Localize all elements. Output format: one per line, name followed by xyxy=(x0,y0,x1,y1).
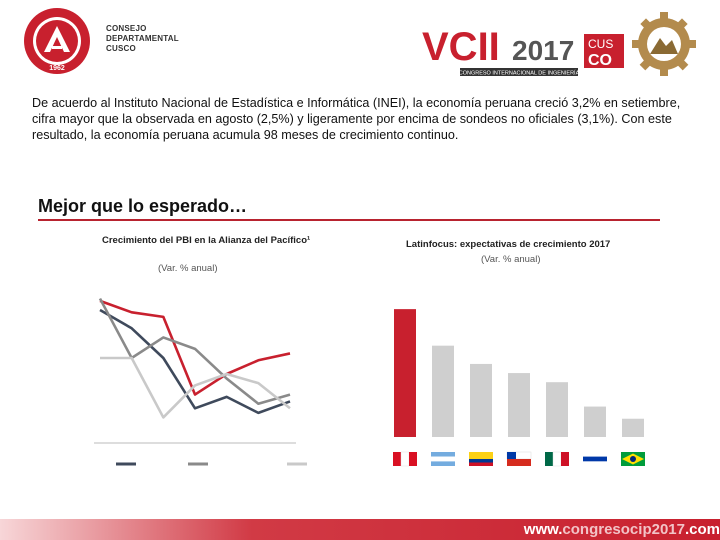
org-line: CUSCO xyxy=(106,44,136,53)
org-line: DEPARTAMENTAL xyxy=(106,34,179,43)
line-chart-title: Crecimiento del PBI en la Alianza del Pa… xyxy=(102,235,310,246)
growth-bar-chart: Latinfocus: expectativas de crecimiento … xyxy=(393,239,645,467)
flag-icon xyxy=(431,452,455,457)
flag-icon xyxy=(583,456,607,462)
bar-méxico xyxy=(546,382,568,437)
flag-icon xyxy=(393,452,401,466)
footer-bar xyxy=(0,519,720,540)
section-title: Mejor que lo esperado… xyxy=(38,196,248,216)
bar-perú xyxy=(394,309,416,437)
bar-chile xyxy=(508,373,530,437)
footer-website-link[interactable]: www.congresocip2017.com xyxy=(523,521,720,538)
cip-seal-logo: 1962 xyxy=(24,8,90,74)
bar-brasil xyxy=(622,418,644,437)
flag-icon xyxy=(583,452,607,457)
svg-text:1962: 1962 xyxy=(49,65,65,72)
flag-icon xyxy=(561,452,569,466)
bar-colombia xyxy=(470,363,492,437)
flag-icon xyxy=(469,452,493,459)
svg-text:CUS: CUS xyxy=(588,37,613,51)
series-line-méxico xyxy=(100,356,291,419)
intro-paragraph: De acuerdo al Instituto Nacional de Esta… xyxy=(32,96,681,142)
bar-chart-subtitle: (Var. % anual) xyxy=(481,254,541,265)
flag-icon xyxy=(409,452,417,466)
series-line-colombia xyxy=(98,297,291,406)
flag-icon xyxy=(400,451,410,467)
flag-icon xyxy=(552,451,562,467)
flag-icon xyxy=(583,461,607,466)
svg-text:2017: 2017 xyxy=(512,35,574,66)
flag-icon xyxy=(507,459,531,466)
gdp-line-chart: Crecimiento del PBI en la Alianza del Pa… xyxy=(94,235,310,466)
series-line-chile xyxy=(99,308,291,415)
flag-icon xyxy=(545,452,553,466)
flag-icon xyxy=(630,456,636,462)
svg-text:VCII: VCII xyxy=(422,25,500,69)
flag-icon xyxy=(507,452,516,459)
svg-text:CO: CO xyxy=(588,52,612,69)
org-line: CONSEJO xyxy=(106,24,147,33)
flag-icon xyxy=(431,461,455,466)
flag-icon xyxy=(469,462,493,466)
flag-icon xyxy=(469,459,493,463)
org-name: CONSEJO DEPARTAMENTAL CUSCO xyxy=(106,24,179,54)
congress-logo: VCII 2017 CUS CO CONGRESO INTERNACIONAL … xyxy=(422,12,696,77)
bar-uruguay xyxy=(584,406,606,437)
bar-argentina xyxy=(432,345,454,437)
line-chart-subtitle: (Var. % anual) xyxy=(158,263,218,274)
series-line-perú xyxy=(99,299,291,396)
title-underline xyxy=(38,219,660,221)
bar-chart-title: Latinfocus: expectativas de crecimiento … xyxy=(406,239,610,250)
svg-text:CONGRESO INTERNACIONAL DE INGE: CONGRESO INTERNACIONAL DE INGENIERÍA xyxy=(459,70,580,77)
flag-icon xyxy=(431,456,455,462)
